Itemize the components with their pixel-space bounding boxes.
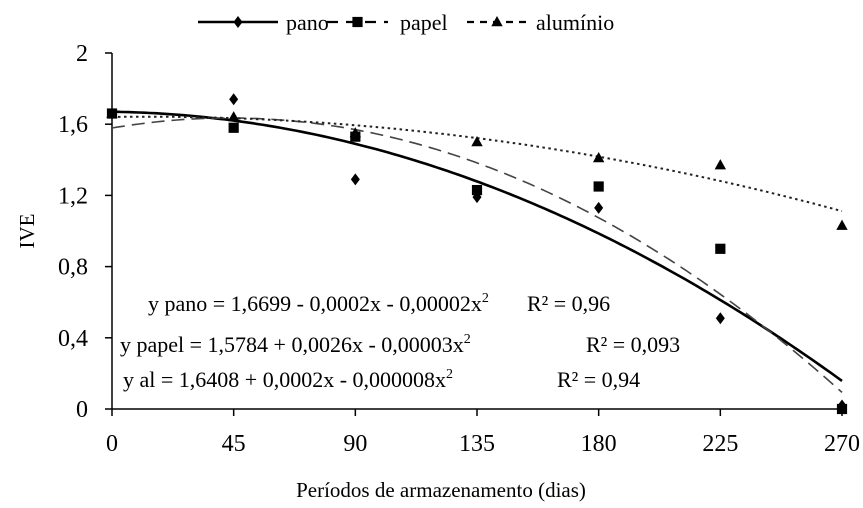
markers [106, 93, 848, 415]
x-tick-label: 0 [106, 431, 118, 457]
data-point-papel [228, 122, 239, 133]
x-tick-label: 225 [702, 431, 738, 457]
legend-marker-pano [233, 16, 243, 28]
x-axis-title: Períodos de armazenamento (dias) [296, 478, 586, 502]
equation-papel: y papel = 1,5784 + 0,0026x - 0,00003x2 [120, 332, 471, 357]
equation-aluminio: y al = 1,6408 + 0,0002x - 0,000008x2 [123, 367, 453, 392]
legend-label-papel: papel [400, 10, 448, 35]
x-tick-label: 90 [343, 431, 367, 457]
equation-pano: y pano = 1,6699 - 0,0002x - 0,00002x2 [148, 291, 489, 316]
equation-text: y papel = 1,5784 + 0,0026x - 0,00003x [120, 332, 464, 357]
x-tick-label: 45 [222, 431, 246, 457]
data-point-papel [593, 181, 604, 192]
r-squared-aluminio: R² = 0,94 [557, 367, 640, 392]
data-point-aluminio [471, 136, 483, 147]
y-tick-label: 2 [76, 41, 88, 67]
legend-label-pano: pano [286, 10, 329, 35]
equation-text: y pano = 1,6699 - 0,0002x - 0,00002x [148, 291, 482, 316]
x-tick-label: 270 [824, 431, 860, 457]
equation-exponent: 2 [464, 332, 471, 347]
y-tick-label: 0 [76, 397, 88, 423]
legend-label-aluminio: alumínio [536, 10, 614, 35]
equation-exponent: 2 [446, 367, 453, 382]
data-point-aluminio [227, 111, 240, 122]
y-axis-title: IVE [15, 214, 39, 249]
equations: y pano = 1,6699 - 0,0002x - 0,00002x2 R² … [120, 291, 680, 392]
data-point-aluminio [714, 159, 727, 170]
x-tick-label: 180 [581, 431, 617, 457]
y-tick-label: 0,4 [58, 326, 88, 352]
data-point-aluminio [836, 219, 848, 230]
data-point-papel [471, 184, 483, 196]
data-point-papel [836, 403, 848, 415]
equation-exponent: 2 [482, 291, 489, 306]
data-point-pano [229, 93, 239, 106]
legend-marker-papel [352, 16, 363, 28]
data-point-papel [715, 243, 726, 254]
data-point-pano [715, 312, 725, 325]
equation-text: y al = 1,6408 + 0,0002x - 0,000008x [123, 367, 446, 392]
data-point-aluminio [349, 127, 362, 138]
data-point-pano [350, 173, 360, 186]
legend: pano papel alumínio [198, 10, 614, 35]
x-tick-label: 135 [459, 431, 495, 457]
x-ticks: 0 45 90 135 180 225 270 [106, 409, 860, 457]
y-tick-label: 1,6 [58, 112, 88, 138]
y-tick-label: 0,8 [58, 255, 88, 281]
data-point-pano [594, 201, 604, 214]
legend-marker-aluminio [491, 16, 503, 27]
r-squared-papel: R² = 0,093 [586, 332, 680, 357]
r-squared-pano: R² = 0,96 [527, 291, 610, 316]
y-ticks: 0 0,4 0,8 1,2 1,6 2 [58, 41, 112, 423]
y-tick-label: 1,2 [58, 183, 88, 209]
data-point-aluminio [106, 107, 118, 118]
data-point-aluminio [592, 152, 605, 163]
